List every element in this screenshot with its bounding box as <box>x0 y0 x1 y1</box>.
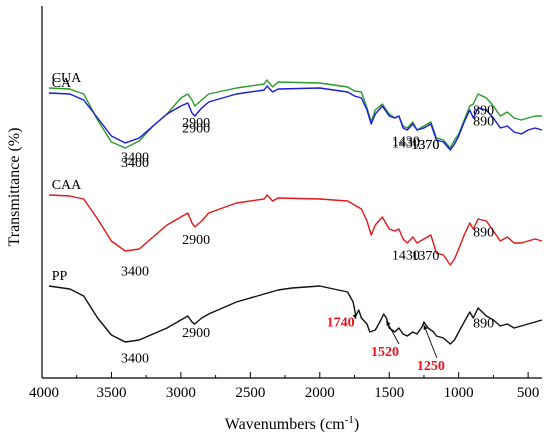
peak-label-caa-890: 890 <box>473 225 494 240</box>
peak-label-cua-2900: 2900 <box>182 116 210 131</box>
peak-label-cua-890: 890 <box>473 104 494 119</box>
series-label-pp: PP <box>52 269 68 284</box>
peak-label-ca-890: 890 <box>473 114 494 129</box>
x-tick-label-4000: 4000 <box>29 385 59 401</box>
x-axis-title: Wavenumbers (cm-1) <box>225 414 360 433</box>
peak-label-caa-1370: 1370 <box>411 249 439 264</box>
peak-label-pp-3400: 3400 <box>121 352 149 367</box>
plot-frame <box>41 6 542 379</box>
series-line-pp <box>48 285 543 345</box>
series-line-ca <box>48 85 543 151</box>
peak-labels: 3400290014301370890340029001430137089034… <box>121 104 494 374</box>
peak-label-caa-2900: 2900 <box>182 233 210 248</box>
peak-label-pp-1520: 1520 <box>371 345 399 360</box>
series-label-ca: CA <box>52 76 72 91</box>
x-tick-label-1500: 1500 <box>374 385 404 401</box>
peak-arrowhead-1520 <box>386 321 391 326</box>
peak-arrowhead-1740 <box>352 314 357 319</box>
series-label-caa: CAA <box>52 178 82 193</box>
series-line-cua <box>48 79 542 149</box>
x-tick-label-3000: 3000 <box>166 385 196 401</box>
peak-label-ca-1370: 1370 <box>411 138 439 153</box>
peak-label-pp-1740: 1740 <box>327 316 355 331</box>
x-tick-label-2500: 2500 <box>235 385 265 401</box>
peak-arrow-1250 <box>423 324 438 359</box>
peak-label-cua-1430: 1430 <box>392 134 420 149</box>
peak-label-cua-1370: 1370 <box>411 138 439 153</box>
peak-label-pp-2900: 2900 <box>182 326 210 341</box>
x-axis-ticks: 4000 3500 3000 2500 2000 1500 1000 500 <box>29 372 539 401</box>
peak-label-ca-3400: 3400 <box>121 151 149 166</box>
peak-label-ca-1430: 1430 <box>392 136 420 151</box>
x-tick-label-500: 500 <box>517 385 540 401</box>
series-label-cua: CUA <box>52 71 82 86</box>
x-tick-label-3500: 3500 <box>96 385 126 401</box>
peak-label-pp-890: 890 <box>473 316 494 331</box>
peak-arrowhead-1250 <box>423 325 428 330</box>
x-tick-label-1000: 1000 <box>444 385 474 401</box>
series-line-caa <box>48 194 543 266</box>
peak-label-caa-3400: 3400 <box>121 265 149 280</box>
peak-label-pp-1250: 1250 <box>417 359 445 374</box>
y-axis-title: Transmittance (%) <box>6 128 23 247</box>
peak-label-ca-2900: 2900 <box>182 121 210 136</box>
peak-label-caa-1430: 1430 <box>392 249 420 264</box>
x-tick-label-2000: 2000 <box>305 385 335 401</box>
peak-label-cua-3400: 3400 <box>121 156 149 171</box>
